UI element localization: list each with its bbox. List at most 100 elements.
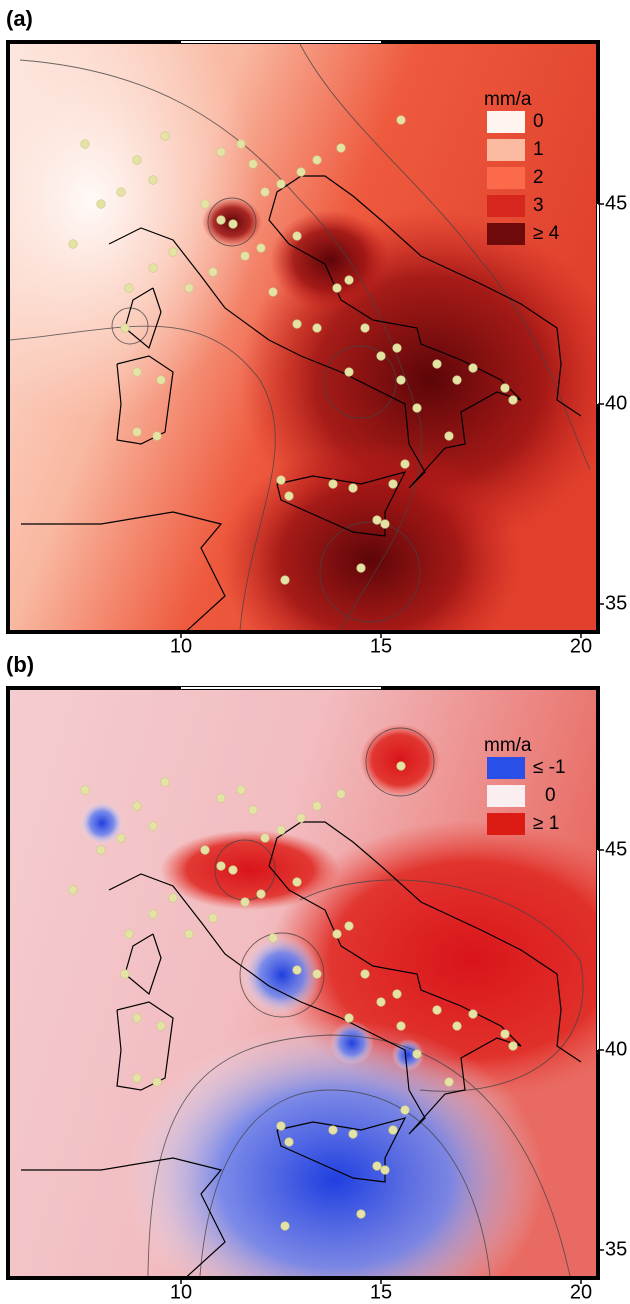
- station: [292, 231, 302, 241]
- station: [360, 969, 370, 979]
- y-tick-label: 40: [605, 392, 627, 414]
- station: [120, 323, 130, 333]
- station: [236, 139, 246, 149]
- station: [276, 825, 286, 835]
- station: [160, 131, 170, 141]
- station: [312, 969, 322, 979]
- legend-swatch: [487, 757, 525, 779]
- station: [184, 929, 194, 939]
- station: [296, 167, 306, 177]
- station: [148, 175, 158, 185]
- legend-label: ≥ 1: [533, 813, 559, 834]
- station: [160, 777, 170, 787]
- station: [452, 1021, 462, 1031]
- coastline: [276, 1117, 407, 1183]
- legend-label: 1: [533, 139, 544, 160]
- legend-swatch: [487, 167, 525, 189]
- legend-label: ≤ -1: [533, 757, 566, 778]
- coastline: [276, 471, 407, 537]
- station: [260, 187, 270, 197]
- station: [360, 323, 370, 333]
- station: [376, 997, 386, 1007]
- x-tick-label: 10: [170, 635, 192, 657]
- coastline: [108, 821, 582, 1135]
- station: [328, 479, 338, 489]
- station: [268, 933, 278, 943]
- station: [344, 275, 354, 285]
- station: [328, 1125, 338, 1135]
- map-b: [10, 690, 596, 1276]
- y-tick-label: 45: [605, 192, 627, 214]
- station: [336, 789, 346, 799]
- station: [168, 893, 178, 903]
- station: [260, 833, 270, 843]
- station: [444, 1077, 454, 1087]
- station: [344, 367, 354, 377]
- station: [68, 239, 78, 249]
- station: [396, 1021, 406, 1031]
- station: [292, 319, 302, 329]
- station: [124, 283, 134, 293]
- station: [132, 1073, 142, 1083]
- station: [228, 219, 238, 229]
- station: [344, 921, 354, 931]
- station: [468, 363, 478, 373]
- station: [276, 179, 286, 189]
- station: [444, 431, 454, 441]
- station: [332, 929, 342, 939]
- legend-label: 0: [545, 785, 556, 806]
- station: [380, 519, 390, 529]
- x-tick-label: 15: [370, 635, 392, 657]
- station: [216, 861, 226, 871]
- station: [96, 845, 106, 855]
- legend-swatch: [487, 785, 525, 807]
- legend-swatch: [487, 139, 525, 161]
- station: [132, 427, 142, 437]
- panel-label: (a): [6, 6, 33, 31]
- station: [356, 1209, 366, 1219]
- x-tick-label: 20: [570, 1281, 592, 1303]
- station: [332, 283, 342, 293]
- station: [392, 343, 402, 353]
- station: [468, 1009, 478, 1019]
- station: [200, 199, 210, 209]
- station: [132, 801, 142, 811]
- station: [156, 1021, 166, 1031]
- station: [508, 395, 518, 405]
- station: [280, 1221, 290, 1231]
- station: [500, 1029, 510, 1039]
- station: [256, 243, 266, 253]
- station: [208, 267, 218, 277]
- station: [396, 761, 406, 771]
- station: [508, 1041, 518, 1051]
- station: [432, 1005, 442, 1015]
- station: [132, 367, 142, 377]
- station: [148, 263, 158, 273]
- station: [356, 563, 366, 573]
- station: [184, 283, 194, 293]
- coastline: [21, 1157, 226, 1276]
- station: [124, 929, 134, 939]
- station: [240, 897, 250, 907]
- station: [208, 913, 218, 923]
- legend-title: mm/a: [484, 89, 532, 110]
- legend-label: 2: [533, 167, 544, 188]
- station: [152, 431, 162, 441]
- y-tick-label: 40: [605, 1038, 627, 1060]
- station: [452, 375, 462, 385]
- station: [152, 1077, 162, 1087]
- station: [432, 359, 442, 369]
- station: [372, 1161, 382, 1171]
- legend-title: mm/a: [484, 735, 532, 756]
- station: [116, 833, 126, 843]
- station: [396, 375, 406, 385]
- station: [296, 813, 306, 823]
- legend-swatch: [487, 813, 525, 835]
- station: [388, 1125, 398, 1135]
- station: [216, 215, 226, 225]
- legend-swatch: [487, 195, 525, 217]
- station: [276, 475, 286, 485]
- station: [80, 139, 90, 149]
- station: [216, 793, 226, 803]
- station: [276, 1121, 286, 1131]
